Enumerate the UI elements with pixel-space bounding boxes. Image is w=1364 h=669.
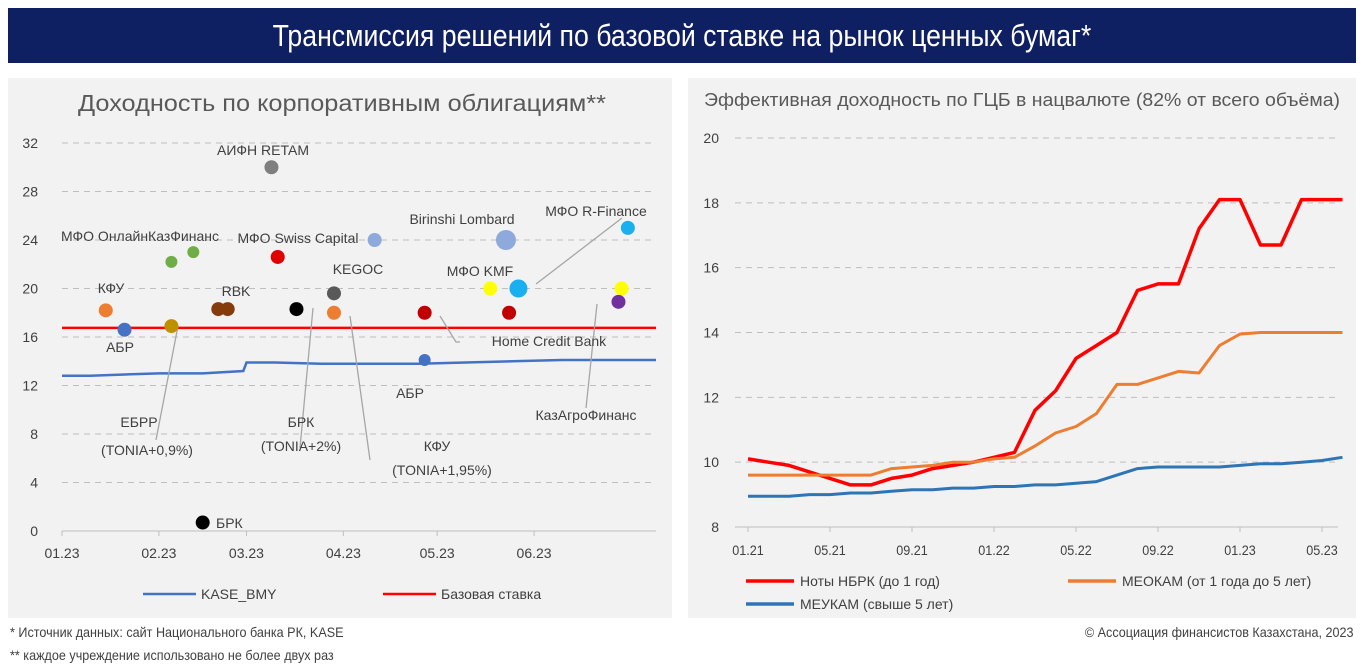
x-tick-label: 05.21 [814, 542, 845, 558]
callout-leader-line [535, 217, 623, 285]
y-tick-label: 24 [22, 232, 38, 248]
annotation-label: КФУ [424, 438, 451, 454]
y-tick-label: 8 [30, 426, 38, 442]
x-tick-label: 09.22 [1142, 542, 1173, 558]
y-tick-label: 32 [22, 135, 38, 151]
bond-yield-point [289, 302, 304, 317]
y-tick-label: 10 [703, 454, 719, 470]
y-tick-label: 16 [703, 260, 719, 276]
annotation-label: БРК [288, 414, 316, 430]
x-tick-label: 02.23 [141, 545, 176, 561]
x-tick-label: 01.22 [978, 542, 1009, 558]
bond-yield-point [417, 305, 432, 320]
y-tick-label: 14 [703, 325, 719, 341]
gov-bonds-chart-panel: Эффективная доходность по ГЦБ в нацвалют… [688, 78, 1356, 618]
callout-leader-line [349, 315, 371, 461]
legend-label-kase-bmy: KASE_BMY [201, 586, 277, 602]
y-tick-label: 28 [22, 184, 38, 200]
bond-yield-point [326, 305, 341, 320]
series-line-meokam [748, 331, 1343, 477]
x-tick-label: 01.23 [44, 545, 79, 561]
annotation-label: ЕБРР [120, 414, 157, 430]
x-tick-label: 03.23 [229, 545, 264, 561]
bond-yield-point [611, 294, 626, 309]
y-tick-label: 4 [30, 475, 38, 491]
bond-yield-point [98, 303, 113, 318]
point-label: БРК [216, 515, 244, 531]
callout-leader-line [585, 303, 598, 409]
bond-yield-point [220, 302, 235, 317]
bond-yield-point [502, 305, 517, 320]
bond-yield-point [509, 279, 528, 298]
point-label: КФУ [98, 280, 125, 296]
series-line-meukam [748, 455, 1343, 498]
annotation-label: МФО R-Finance [545, 203, 647, 219]
y-tick-label: 18 [703, 195, 719, 211]
x-tick-label: 05.23 [420, 545, 455, 561]
y-tick-label: 12 [703, 389, 719, 405]
annotation-label: Home Credit Bank [492, 333, 607, 349]
page-title: Трансмиссия решений по базовой ставке на… [272, 17, 1092, 53]
series-line-notes-nbrk [747, 197, 1343, 487]
bond-yield-point [164, 319, 179, 334]
bond-yield-point [367, 233, 382, 247]
point-label: АИФН RETAM [217, 142, 309, 158]
x-tick-label: 05.22 [1060, 542, 1091, 558]
point-label: KEGOC [333, 261, 384, 277]
annotation-label: АБР [396, 385, 424, 401]
legend-label-meokam: МЕОКАМ (от 1 года до 5 лет) [1122, 573, 1311, 589]
y-tick-label: 16 [22, 329, 38, 345]
chart-title: Эффективная доходность по ГЦБ в нацвалют… [704, 90, 1340, 110]
bond-yield-point [326, 286, 341, 301]
footnote-note: ** каждое учреждение использовано не бол… [10, 647, 334, 663]
annotation-label: (TONIA+1,95%) [392, 462, 492, 478]
y-tick-label: 8 [711, 519, 719, 535]
annotation-label: МФО KMF [447, 263, 513, 279]
kase-bmy-line [62, 358, 656, 378]
callout-leader-line [439, 315, 460, 343]
point-label: АБР [106, 339, 134, 355]
x-tick-label: 05.23 [1306, 542, 1337, 558]
bond-yield-point [187, 246, 200, 259]
bond-yield-point [195, 515, 210, 530]
annotation-label: МФО ОнлайнКазФинанс [61, 228, 219, 244]
bond-yield-point [418, 354, 431, 367]
point-label: RBK [222, 283, 251, 299]
point-label: МФО Swiss Capital [238, 230, 359, 246]
x-tick-label: 04.23 [326, 545, 361, 561]
callout-leader-line [299, 307, 314, 449]
callout-leader-line [155, 325, 179, 441]
legend-label-notes-nbrk: Ноты НБРК (до 1 год) [800, 573, 940, 589]
y-tick-label: 12 [22, 378, 38, 394]
corporate-bonds-chart-panel: Доходность по корпоративным облигациям**… [8, 78, 672, 618]
point-label: Birinshi Lombard [409, 211, 514, 227]
x-tick-label: 01.21 [732, 542, 763, 558]
x-tick-label: 01.23 [1224, 542, 1255, 558]
x-tick-label: 09.21 [896, 542, 927, 558]
bond-yield-point [483, 281, 498, 296]
chart-title: Доходность по корпоративным облигациям** [78, 90, 606, 116]
annotation-label: (TONIA+2%) [261, 438, 341, 454]
bond-yield-point [270, 249, 285, 264]
legend-label-base-rate: Базовая ставка [441, 586, 541, 602]
corporate-bonds-chart: Доходность по корпоративным облигациям**… [22, 90, 656, 602]
x-tick-label: 06.23 [517, 545, 552, 561]
bond-yield-point [117, 322, 132, 337]
bond-yield-point [165, 255, 178, 268]
gov-bonds-yield-chart: Эффективная доходность по ГЦБ в нацвалют… [703, 90, 1343, 612]
annotation-label: КазАгроФинанс [536, 407, 637, 423]
page-banner: Трансмиссия решений по базовой ставке на… [8, 8, 1356, 63]
bond-yield-point [495, 230, 516, 250]
bond-yield-point [620, 220, 635, 235]
footnote-source: * Источник данных: сайт Национального ба… [10, 624, 344, 640]
legend-label-meukam: МЕУКАМ (свыше 5 лет) [800, 596, 953, 612]
bond-yield-point [614, 281, 629, 296]
y-tick-label: 0 [30, 523, 38, 539]
copyright-text: © Ассоциация финансистов Казахстана, 202… [1085, 624, 1354, 640]
y-tick-label: 20 [22, 281, 38, 297]
y-tick-label: 20 [703, 130, 719, 146]
annotation-label: (TONIA+0,9%) [101, 442, 193, 458]
bond-yield-point [264, 160, 279, 175]
